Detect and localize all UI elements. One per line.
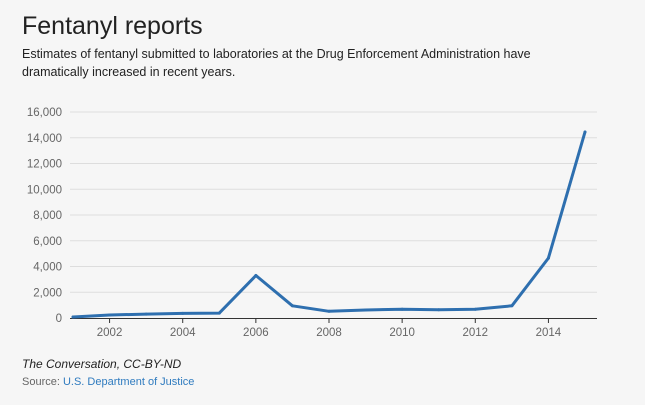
series-layer [71, 130, 587, 319]
data-point [364, 308, 368, 312]
chart-title: Fentanyl reports [22, 12, 203, 40]
data-point [510, 304, 514, 308]
x-axis [70, 318, 597, 323]
x-tick-label: 2010 [389, 327, 415, 339]
credit-line: The Conversation, CC-BY-ND [22, 357, 182, 371]
data-point [71, 315, 75, 319]
x-tick-label: 2006 [243, 327, 269, 339]
y-tick-label: 12,000 [27, 159, 62, 171]
y-tick-label: 8,000 [33, 210, 62, 222]
y-tick-label: 10,000 [27, 184, 62, 196]
data-point [108, 313, 112, 317]
data-point [144, 312, 148, 316]
data-point [473, 307, 477, 311]
x-tick-label: 2004 [170, 327, 196, 339]
line-chart: 0 2,000 4,000 6,000 8,000 10,000 12,000 14,000 1… [27, 107, 597, 339]
data-point [254, 274, 258, 278]
x-axis-tick-labels: 2002 2004 2006 2008 2010 2012 2014 [97, 327, 562, 339]
data-point [217, 311, 221, 315]
data-point [437, 308, 441, 312]
series-line [71, 130, 587, 319]
x-tick-label: 2012 [462, 327, 488, 339]
data-point [583, 130, 587, 134]
chart-subtitle: Estimates of fentanyl submitted to labor… [22, 47, 531, 79]
data-point [400, 307, 404, 311]
y-tick-label: 16,000 [27, 107, 62, 119]
data-point [327, 309, 331, 313]
y-tick-label: 14,000 [27, 133, 62, 145]
data-point [546, 256, 550, 260]
grid-lines [70, 111, 597, 293]
source-line: Source: U.S. Department of Justice [22, 376, 194, 388]
y-axis-tick-labels: 0 2,000 4,000 6,000 8,000 10,000 12,000 14,000 1… [27, 107, 62, 325]
x-tick-label: 2014 [536, 327, 562, 339]
data-point [290, 304, 294, 308]
y-tick-label: 4,000 [33, 262, 62, 274]
source-link[interactable]: U.S. Department of Justice [62, 376, 195, 388]
source-label: Source: [22, 376, 63, 388]
data-point [181, 311, 185, 315]
y-tick-label: 0 [56, 313, 62, 325]
y-tick-label: 2,000 [33, 287, 62, 299]
x-tick-label: 2002 [97, 327, 123, 339]
x-tick-label: 2008 [316, 327, 342, 339]
y-tick-label: 6,000 [33, 236, 62, 248]
